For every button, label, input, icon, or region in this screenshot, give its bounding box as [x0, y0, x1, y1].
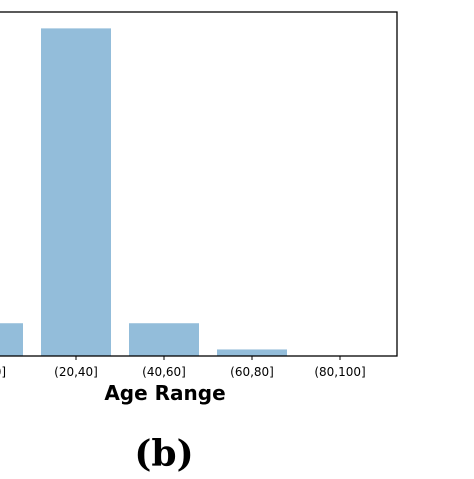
x-tick-label-0: (0,20]: [0, 365, 6, 379]
bar-0: [0, 323, 23, 356]
x-tick-label-2: (40,60]: [142, 365, 186, 379]
x-tick-label-1: (20,40]: [54, 365, 98, 379]
panel-label: (b): [134, 433, 193, 474]
x-ticks-layer: (0,20] (20,40] (40,60] (60,80] (80,100]: [0, 356, 366, 379]
plot-frame: [0, 11, 398, 357]
x-tick-label-3: (60,80]: [230, 365, 274, 379]
bars-layer: [0, 28, 287, 357]
x-axis-title: Age Range: [104, 381, 225, 405]
bar-2: [129, 323, 199, 356]
bar-3: [217, 349, 287, 356]
bar-1: [41, 28, 111, 357]
x-tick-label-4: (80,100]: [314, 365, 365, 379]
